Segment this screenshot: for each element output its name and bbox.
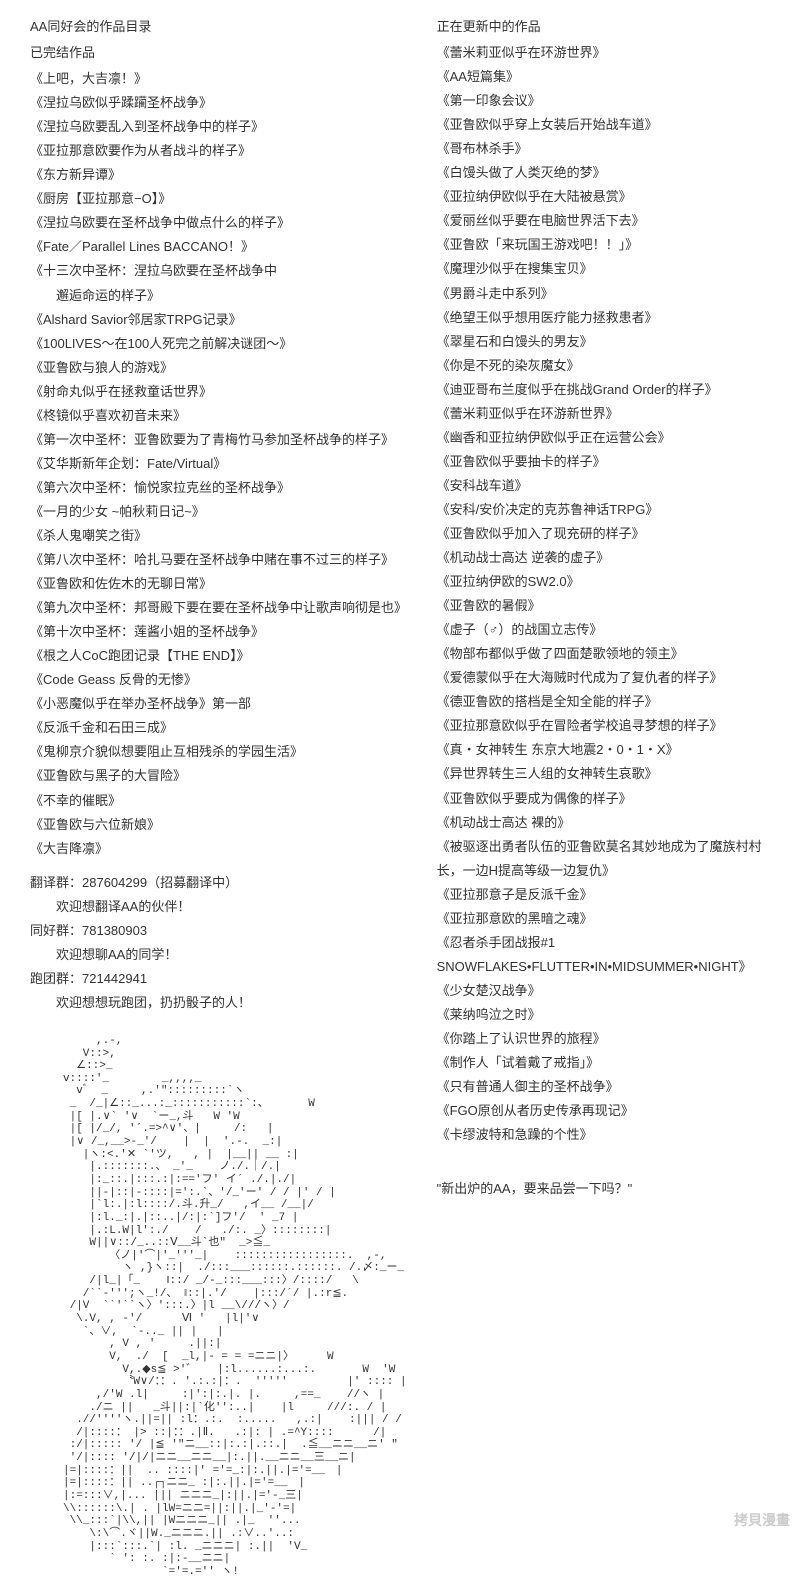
work-item: 《亚鲁欧似乎加入了现充研的样子》 bbox=[437, 522, 770, 546]
work-item: 《爱丽丝似乎要在电脑世界活下去》 bbox=[437, 209, 770, 233]
work-item: 《德亚鲁欧的搭档是全知全能的样子》 bbox=[437, 690, 770, 714]
work-item: 《根之人CoC跑团记录【THE END】》 bbox=[30, 644, 407, 668]
work-item: 《亚拉那意欧要作为从者战斗的样子》 bbox=[30, 139, 407, 163]
work-item: 《AA短篇集》 bbox=[437, 65, 770, 89]
fan-id: 781380903 bbox=[82, 923, 147, 938]
work-item: 《柊镜似乎喜欢初音未来》 bbox=[30, 404, 407, 428]
work-item: 《FGO原创从者历史传承再现记》 bbox=[437, 1099, 770, 1123]
work-item: 《迪亚哥布兰度似乎在挑战Grand Order的样子》 bbox=[437, 378, 770, 402]
work-item: 《虚子（♂）的战国立志传》 bbox=[437, 618, 770, 642]
updating-title: 正在更新中的作品 bbox=[437, 15, 770, 39]
trans-id: 287604299（招募翻译中） bbox=[82, 875, 238, 890]
fan-label: 同好群： bbox=[30, 923, 82, 938]
work-item: 《你踏上了认识世界的旅程》 bbox=[437, 1027, 770, 1051]
work-item: 《翠星石和白馒头的男友》 bbox=[437, 330, 770, 354]
work-item: 《涅拉乌欧要在圣杯战争中做点什么的样子》 bbox=[30, 211, 407, 235]
work-item: 《少女楚汉战争》 bbox=[437, 979, 770, 1003]
work-item: 《杀人鬼嘲笑之街》 bbox=[30, 524, 407, 548]
work-item: 《亚鲁欧与六位新娘》 bbox=[30, 813, 407, 837]
work-item: 《制作人「试着戴了戒指」》 bbox=[437, 1051, 770, 1075]
work-item: 《东方新异谭》 bbox=[30, 163, 407, 187]
work-item: 《大吉降凛》 bbox=[30, 837, 407, 861]
work-item: 《安科战车道》 bbox=[437, 474, 770, 498]
work-item: 《魔理沙似乎在搜集宝贝》 bbox=[437, 257, 770, 281]
work-item: 《亚拉纳伊欧的SW2.0》 bbox=[437, 570, 770, 594]
work-item: 《卡缪波特和急躁的个性》 bbox=[437, 1123, 770, 1147]
work-item: 《爱德蒙似乎在大海贼时代成为了复仇者的样子》 bbox=[437, 666, 770, 690]
quote: "新出炉的AA，要来品尝一下吗？" bbox=[437, 1177, 770, 1201]
work-item: 《机动战士高达 裸的》 bbox=[437, 811, 770, 835]
work-item: 《Alshard Savior邻居家TRPG记录》 bbox=[30, 308, 407, 332]
work-item: 《亚拉那意子是反派千金》 bbox=[437, 883, 770, 907]
work-item: 《哥布林杀手》 bbox=[437, 137, 770, 161]
work-item: 《第十次中圣杯：莲酱小姐的圣杯战争》 bbox=[30, 620, 407, 644]
work-item: 《厨房【亚拉那意−O】》 bbox=[30, 187, 407, 211]
trans-label: 翻译群： bbox=[30, 875, 82, 890]
work-item: 《男爵斗走中系列》 bbox=[437, 282, 770, 306]
work-item: 《第一印象会议》 bbox=[437, 89, 770, 113]
work-item: 《亚拉那意欧似乎在冒险者学校追寻梦想的样子》 bbox=[437, 714, 770, 738]
work-item: 《异世界转生三人组的女神转生哀歌》 bbox=[437, 762, 770, 786]
work-item: 《亚鲁欧似乎要抽卡的样子》 bbox=[437, 450, 770, 474]
work-item: 《你是不死的染灰魔女》 bbox=[437, 354, 770, 378]
work-item: 《真・女神转生 东京大地震2・0・1・X》 bbox=[437, 738, 770, 762]
group-info: 翻译群：287604299（招募翻译中） 欢迎想翻译AA的伙伴！ 同好群：781… bbox=[30, 871, 407, 1015]
run-note: 欢迎想想玩跑团，扔扔骰子的人！ bbox=[30, 991, 251, 1015]
work-item: 《艾华斯新年企划：Fate/Virtual》 bbox=[30, 452, 407, 476]
completed-title: 已完结作品 bbox=[30, 41, 407, 65]
trans-note: 欢迎想翻译AA的伙伴！ bbox=[30, 895, 190, 919]
work-item: 《亚鲁欧与狼人的游戏》 bbox=[30, 356, 407, 380]
work-item: 《十三次中圣杯：涅拉乌欧要在圣杯战争中 邂逅命运的样子》 bbox=[30, 259, 407, 307]
updating-works-list: 《蕾米莉亚似乎在环游世界》《AA短篇集》《第一印象会议》《亚鲁欧似乎穿上女装后开… bbox=[437, 41, 770, 1147]
run-label: 跑团群： bbox=[30, 971, 82, 986]
fan-note: 欢迎想聊AA的同学！ bbox=[30, 943, 177, 967]
work-item: 《100LIVES～在100人死完之前解决谜团～》 bbox=[30, 332, 407, 356]
work-item: 《涅拉乌欧似乎蹂躏圣杯战争》 bbox=[30, 91, 407, 115]
watermark: 拷貝漫畫 bbox=[734, 1508, 790, 1534]
completed-works-list: 《上吧，大吉凛！》《涅拉乌欧似乎蹂躏圣杯战争》《涅拉乌欧要乱入到圣杯战争中的样子… bbox=[30, 67, 407, 861]
run-id: 721442941 bbox=[82, 971, 147, 986]
work-item: 《亚鲁欧似乎穿上女装后开始战车道》 bbox=[437, 113, 770, 137]
work-item: 《亚拉那意欧的黑暗之魂》 bbox=[437, 907, 770, 931]
work-item: 《白馒头做了人类灭绝的梦》 bbox=[437, 161, 770, 185]
work-item: 《莱纳呜泣之时》 bbox=[437, 1003, 770, 1027]
work-item: 《忍者杀手团战报#1 SNOWFLAKES•FLUTTER•IN•MIDSUMM… bbox=[437, 931, 770, 979]
ascii-art: ,.-, V::>, ∠::>_ ⅴ::::'_ _,,,,_ ⅴﾞ _ ,.'… bbox=[30, 1035, 407, 1579]
work-item: 《Code Geass 反骨的无惨》 bbox=[30, 668, 407, 692]
work-item: 《亚拉纳伊欧似乎在大陆被悬赏》 bbox=[437, 185, 770, 209]
work-item: 《涅拉乌欧要乱入到圣杯战争中的样子》 bbox=[30, 115, 407, 139]
work-item: 《射命丸似乎在拯救童话世界》 bbox=[30, 380, 407, 404]
work-item: 《绝望王似乎想用医疗能力拯救患者》 bbox=[437, 306, 770, 330]
work-item: 《只有普通人御主的圣杯战争》 bbox=[437, 1075, 770, 1099]
work-item: 《被驱逐出勇者队伍的亚鲁欧莫名其妙地成为了魔族村村长，一边H提高等级一边复仇》 bbox=[437, 835, 770, 883]
work-item: 《蕾米莉亚似乎在环游世界》 bbox=[437, 41, 770, 65]
header: AA同好会的作品目录 bbox=[30, 15, 407, 39]
work-item: 《小恶魔似乎在举办圣杯战争》第一部 bbox=[30, 692, 407, 716]
work-item: 《蕾米莉亚似乎在环游新世界》 bbox=[437, 402, 770, 426]
work-item: 《安科/安价决定的克苏鲁神话TRPG》 bbox=[437, 498, 770, 522]
work-item: 《亚鲁欧的暑假》 bbox=[437, 594, 770, 618]
work-item: 《第六次中圣杯：愉悦家拉克丝的圣杯战争》 bbox=[30, 476, 407, 500]
work-item: 《不幸的催眠》 bbox=[30, 789, 407, 813]
work-item: 《反派千金和石田三成》 bbox=[30, 716, 407, 740]
work-item: 《亚鲁欧「来玩国王游戏吧！！」》 bbox=[437, 233, 770, 257]
work-item: 《幽香和亚拉纳伊欧似乎正在运营公会》 bbox=[437, 426, 770, 450]
work-item: 《亚鲁欧似乎要成为偶像的样子》 bbox=[437, 787, 770, 811]
work-item: 《第八次中圣杯：哈扎马要在圣杯战争中赌在事不过三的样子》 bbox=[30, 548, 407, 572]
work-item: 《机动战士高达 逆袭的虚子》 bbox=[437, 546, 770, 570]
work-item: 《第一次中圣杯：亚鲁欧要为了青梅竹马参加圣杯战争的样子》 bbox=[30, 428, 407, 452]
work-item: 《鬼柳京介貌似想要阻止互相残杀的学园生活》 bbox=[30, 740, 407, 764]
work-item: 《物部布都似乎做了四面楚歌领地的领主》 bbox=[437, 642, 770, 666]
work-item: 《Fate／Parallel Lines BACCANO！》 bbox=[30, 235, 407, 259]
work-item: 《上吧，大吉凛！》 bbox=[30, 67, 407, 91]
work-item: 《亚鲁欧和佐佐木的无聊日常》 bbox=[30, 572, 407, 596]
work-item: 《一月的少女 ~帕秋莉日记~》 bbox=[30, 500, 407, 524]
work-item: 《亚鲁欧与黑子的大冒险》 bbox=[30, 764, 407, 788]
work-item: 《第九次中圣杯：邦哥殿下要在要在圣杯战争中让歌声响彻是也》 bbox=[30, 596, 407, 620]
